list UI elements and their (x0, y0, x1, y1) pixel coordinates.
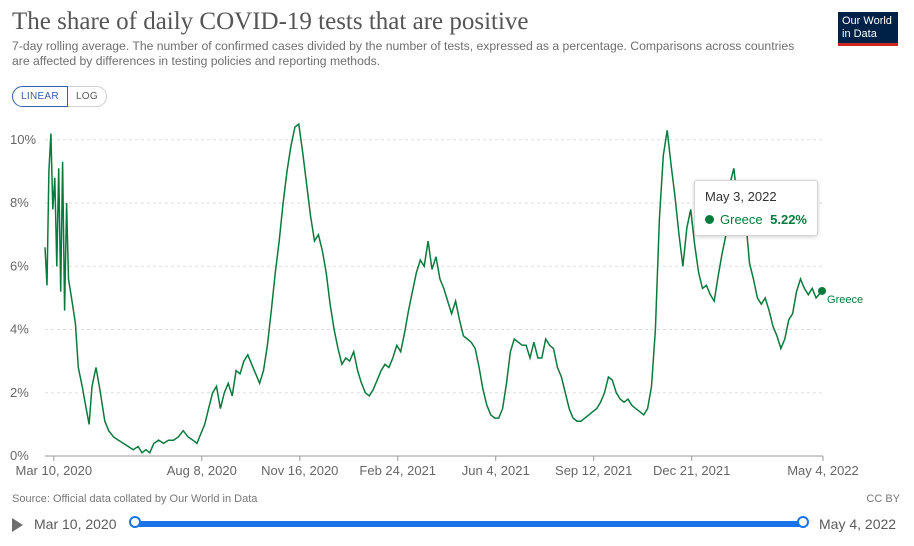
y-tick-label: 0% (10, 448, 29, 463)
play-icon[interactable] (12, 518, 23, 532)
tooltip-date: May 3, 2022 (705, 189, 777, 204)
x-axis: Mar 10, 2020 Aug 8, 2020 Nov 16, 2020 Feb 2… (16, 456, 859, 478)
y-tick-label: 6% (10, 258, 29, 273)
x-tick-label: Sep 12, 2021 (555, 463, 632, 478)
grid-lines (45, 139, 823, 394)
y-tick-label: 2% (10, 385, 29, 400)
timeline: Mar 10, 2020 May 4, 2022 (0, 512, 914, 546)
source-note[interactable]: Source: Official data collated by Our Wo… (12, 493, 258, 505)
timeline-end-label: May 4, 2022 (819, 516, 897, 532)
owid-logo[interactable]: Our World in Data (838, 12, 898, 46)
logo-line-2: in Data (842, 28, 877, 40)
timeline-start-label: Mar 10, 2020 (34, 516, 117, 532)
linear-scale-button[interactable]: LINEAR (12, 86, 68, 107)
series-line-greece[interactable] (44, 122, 823, 455)
x-tick-label: Dec 21, 2021 (653, 463, 730, 478)
log-scale-button[interactable]: LOG (67, 86, 107, 107)
tooltip: May 3, 2022 Greece 5.22% (694, 180, 818, 236)
tooltip-value: 5.22% (770, 212, 807, 227)
y-tick-label: 4% (10, 322, 29, 337)
x-tick-label: Jun 4, 2021 (462, 463, 530, 478)
logo-line-1: Our World (842, 15, 892, 27)
x-tick-label: Aug 8, 2020 (167, 463, 237, 478)
timeline-start-handle[interactable] (129, 516, 141, 528)
line-chart[interactable]: 0% 2% 4% 6% 8% 10% Mar 10, 2020 Aug 8, 2020 Nov… (0, 110, 914, 485)
series-end-label[interactable]: Greece (827, 294, 863, 306)
timeline-end-handle[interactable] (797, 516, 809, 528)
y-axis: 0% 2% 4% 6% 8% 10% (10, 132, 823, 463)
series-end-point[interactable] (818, 286, 827, 295)
y-tick-label: 10% (10, 132, 36, 147)
timeline-track[interactable] (135, 521, 803, 527)
x-tick-label: Nov 16, 2020 (261, 463, 338, 478)
y-tick-label: 8% (10, 195, 29, 210)
tooltip-row: Greece 5.22% (705, 212, 807, 227)
scale-toggle: LINEAR LOG (12, 86, 107, 107)
x-tick-label: May 4, 2022 (787, 463, 859, 478)
chart-subtitle: 7-day rolling average. The number of con… (12, 39, 795, 68)
chart-title: The share of daily COVID-19 tests that a… (12, 8, 529, 35)
x-tick-label: Feb 24, 2021 (359, 463, 436, 478)
license-link[interactable]: CC BY (866, 493, 900, 505)
x-tick-label: Mar 10, 2020 (16, 463, 93, 478)
tooltip-series-dot (705, 215, 714, 224)
tooltip-series-name: Greece (720, 212, 763, 227)
